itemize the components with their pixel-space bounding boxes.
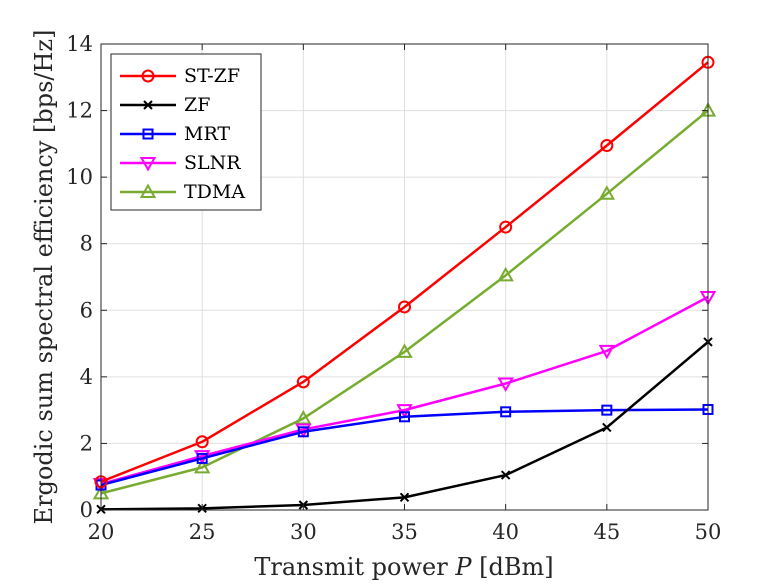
legend-item-mrt: MRT [120,123,230,145]
data-point-tdma [598,185,616,200]
y-tick-label: 2 [80,431,93,455]
legend-label-tdma: TDMA [184,181,245,203]
data-point-slnr [396,404,413,419]
y-tick-label: 0 [80,498,93,522]
legend-marker-tdma [139,183,157,198]
series-mrt [95,403,714,491]
legend-marker-st-zf [141,69,155,83]
legend-item-st-zf: ST-ZF [120,65,240,87]
legend: ST-ZF ZF MRT SLNR TDMA [110,53,262,211]
y-tick-label: 8 [80,232,93,256]
series-line-st-zf [100,61,709,483]
x-tick-label: 45 [593,520,620,544]
data-point-zf [500,470,511,480]
x-tick-label: 30 [290,520,317,544]
legend-label-slnr: SLNR [184,152,241,174]
y-tick-label: 6 [80,298,93,322]
data-point-zf [399,492,410,503]
data-point-tdma [497,266,514,282]
y-axis-label: Ergodic sum spectral efficiency [bps/Hz] [30,30,58,525]
legend-marker-mrt [142,128,154,140]
legend-item-zf: ZF [120,94,210,116]
x-tick-label: 40 [492,520,519,544]
data-point-st-zf [398,300,411,314]
data-point-tdma [193,458,211,474]
x-tick-label: 20 [88,520,115,544]
data-point-st-zf [296,375,310,389]
data-point-mrt [399,411,410,423]
data-point-zf [602,422,612,433]
data-point-mrt [601,404,613,416]
y-tick-label: 14 [66,32,93,56]
data-point-mrt [297,426,309,438]
data-point-slnr [497,377,514,393]
legend-item-slnr: SLNR [120,152,241,174]
data-point-st-zf [499,220,513,234]
y-tick-label: 4 [80,365,93,389]
series-line-mrt [100,408,709,487]
series-line-slnr [100,295,709,486]
data-point-tdma [396,343,413,358]
data-point-mrt [196,452,208,464]
series-tdma [92,102,717,500]
y-tick-label: 10 [66,165,93,189]
axes: 20 25 30 35 40 45 50 0 2 4 6 8 10 12 14 [66,32,721,544]
series-line-tdma [100,109,709,495]
data-point-st-zf [600,139,614,153]
x-tick-label: 50 [695,520,722,544]
legend-label-zf: ZF [184,94,210,116]
x-axis-label: Transmit power P [dBm] [254,553,553,581]
legend-label-st-zf: ST-ZF [184,65,240,87]
x-tick-label: 25 [189,520,216,544]
data-point-slnr [598,344,616,360]
legend-item-tdma: TDMA [120,181,245,203]
y-tick-label: 12 [66,99,93,123]
legend-box [110,53,262,211]
legend-marker-zf [143,100,153,110]
legend-marker-slnr [139,157,157,172]
data-point-st-zf [195,435,209,449]
legend-label-mrt: MRT [184,123,230,145]
series-layer [92,55,717,515]
data-point-mrt [500,406,512,418]
x-tick-label: 35 [391,520,418,544]
